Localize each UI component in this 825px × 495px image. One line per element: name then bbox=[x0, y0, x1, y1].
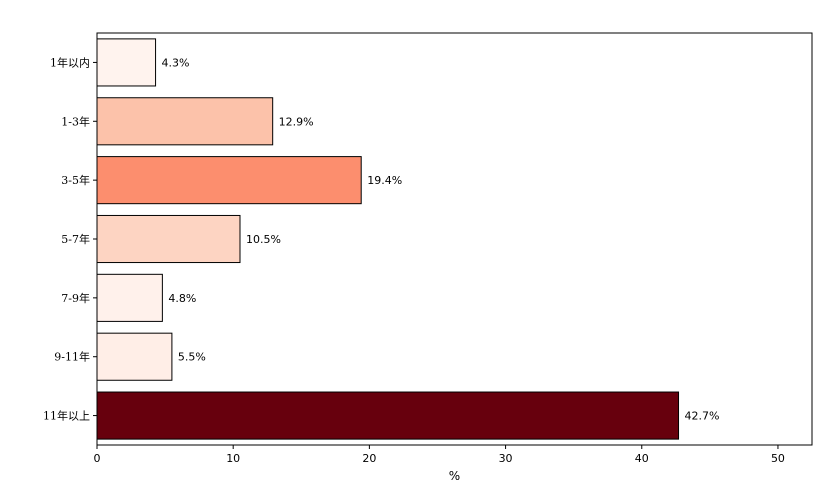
y-tick-label-4: 7-9年 bbox=[61, 291, 90, 305]
bar-4 bbox=[96, 273, 163, 322]
y-tick-label-2: 3-5年 bbox=[61, 173, 90, 187]
x-axis: 0 10 20 30 40 50 bbox=[94, 445, 785, 465]
plot-frame bbox=[96, 32, 813, 446]
x-axis-label: % bbox=[449, 469, 460, 483]
bar-5 bbox=[96, 332, 173, 381]
data-label-6: 42.7% bbox=[685, 410, 720, 423]
bar-6 bbox=[96, 391, 680, 440]
y-axis: 1年以内 1-3年 3-5年 5-7年 7-9年 9-11年 11年以上 bbox=[43, 55, 97, 423]
y-tick-label-1: 1-3年 bbox=[61, 114, 90, 128]
x-tick-label-0: 0 bbox=[94, 452, 101, 465]
y-tick-label-6: 11年以上 bbox=[43, 409, 90, 423]
y-tick-label-0: 1年以内 bbox=[50, 55, 90, 69]
bar-1 bbox=[96, 97, 274, 146]
y-tick-label-5: 9-11年 bbox=[54, 350, 90, 364]
x-tick-label-2: 20 bbox=[362, 452, 376, 465]
bar-0 bbox=[96, 38, 157, 87]
y-tick-label-3: 5-7年 bbox=[61, 232, 90, 246]
data-label-5: 5.5% bbox=[178, 351, 206, 364]
x-tick-label-1: 10 bbox=[226, 452, 240, 465]
data-label-3: 10.5% bbox=[246, 233, 281, 246]
bars-group bbox=[96, 38, 680, 440]
data-label-2: 19.4% bbox=[367, 174, 402, 187]
data-label-4: 4.8% bbox=[168, 292, 196, 305]
bar-2 bbox=[96, 156, 362, 205]
x-tick-label-3: 30 bbox=[499, 452, 513, 465]
x-tick-label-4: 40 bbox=[635, 452, 649, 465]
data-label-1: 12.9% bbox=[279, 115, 314, 128]
bar-3 bbox=[96, 214, 241, 264]
data-label-0: 4.3% bbox=[162, 56, 190, 69]
x-tick-label-5: 50 bbox=[771, 452, 785, 465]
data-labels-group: 4.3% 12.9% 19.4% 10.5% 4.8% 5.5% 42.7% bbox=[162, 56, 720, 422]
